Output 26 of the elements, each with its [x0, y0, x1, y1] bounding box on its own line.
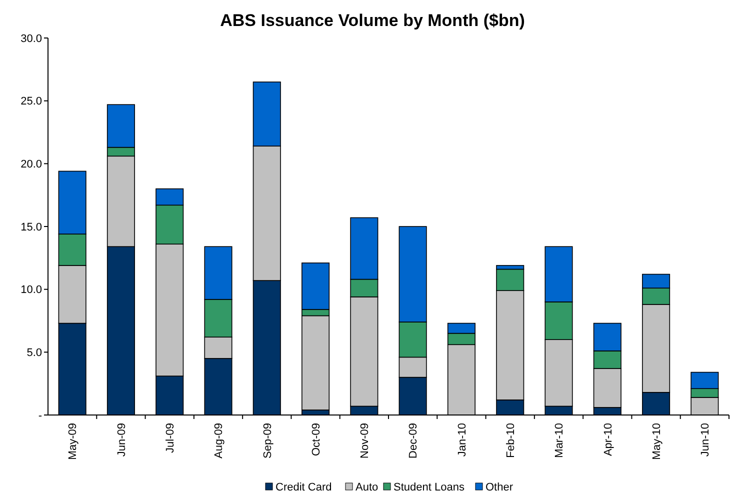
legend-label: Student Loans: [394, 481, 465, 494]
legend-label: Auto: [356, 481, 378, 494]
x-tick-label: Feb-10: [504, 423, 517, 458]
x-tick-label: Mar-10: [554, 423, 566, 458]
x-tick-label: Dec-09: [408, 423, 420, 458]
chart-title: ABS Issuance Volume by Month ($bn): [220, 11, 525, 30]
x-tick-label: Jan-10: [456, 423, 468, 457]
y-tick-label: -: [38, 410, 42, 422]
x-tick-label: May-09: [67, 423, 80, 460]
y-tick-label: 15.0: [20, 221, 42, 234]
x-tick-label: Jul-09: [164, 423, 176, 453]
y-tick-label: 25.0: [20, 96, 42, 108]
legend-label: Credit Card: [276, 481, 332, 494]
y-tick-label: 5.0: [26, 347, 42, 360]
x-tick-label: Aug-09: [213, 423, 226, 458]
x-tick-label: Jun-10: [700, 423, 712, 457]
x-tick-label: Sep-09: [262, 423, 274, 458]
y-tick-label: 10.0: [20, 284, 42, 296]
x-tick-label: May-10: [650, 423, 663, 460]
legend-label: Other: [486, 481, 514, 494]
x-tick-label: Jun-09: [116, 423, 128, 457]
x-tick-label: Oct-09: [310, 423, 322, 456]
x-tick-label: Nov-09: [359, 423, 372, 458]
y-tick-label: 30.0: [20, 32, 42, 45]
x-tick-label: Apr-10: [602, 423, 614, 456]
y-tick-label: 20.0: [20, 158, 42, 171]
